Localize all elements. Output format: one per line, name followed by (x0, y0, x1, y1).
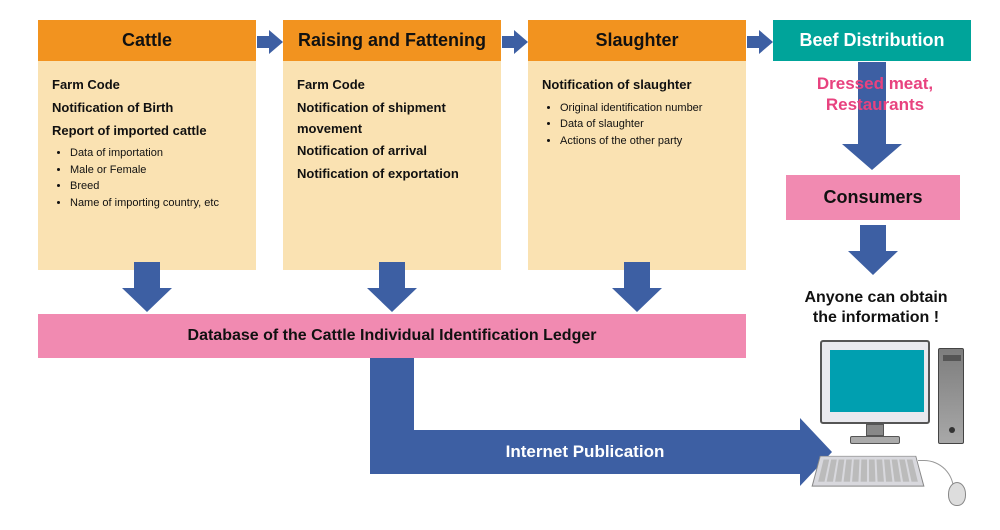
card-slaughter-header: Slaughter (528, 20, 746, 61)
card-distribution-header: Beef Distribution (773, 20, 971, 61)
cattle-item-0: Farm Code (52, 75, 242, 96)
cattle-sublist: Data of importation Male or Female Breed… (70, 145, 242, 211)
cattle-sub-0: Data of importation (70, 145, 242, 162)
slaughter-sublist: Original identification number Data of s… (560, 100, 732, 150)
cattle-sub-3: Name of importing country, etc (70, 195, 242, 212)
card-cattle-header: Cattle (38, 20, 256, 61)
consumers-box: Consumers (786, 175, 960, 220)
card-slaughter-body: Notification of slaughter Original ident… (528, 61, 746, 161)
arrow-raising-to-slaughter-icon (502, 30, 528, 54)
cattle-item-1: Notification of Birth (52, 98, 242, 119)
cattle-sub-1: Male or Female (70, 162, 242, 179)
internet-arrow-horiz-icon: Internet Publication (370, 430, 800, 474)
dressed-meat-label: Dressed meat, Restaurants (790, 73, 960, 116)
slaughter-item-0: Notification of slaughter (542, 75, 732, 96)
slaughter-sub-1: Data of slaughter (560, 116, 732, 133)
cattle-item-2: Report of imported cattle (52, 121, 242, 142)
arrow-cattle-down-icon (122, 262, 172, 312)
anyone-line2: the information ! (813, 309, 939, 326)
arrow-slaughter-to-distribution-icon (747, 30, 773, 54)
internet-arrow-vert-icon (370, 358, 414, 430)
card-raising-body: Farm Code Notification of shipment movem… (283, 61, 501, 197)
cattle-sub-2: Breed (70, 178, 242, 195)
card-slaughter: Slaughter Notification of slaughter Orig… (528, 20, 746, 270)
computer-icon (800, 340, 980, 520)
internet-publication-label: Internet Publication (506, 442, 665, 462)
raising-item-1: Notification of shipment movement (297, 98, 487, 140)
arrow-consumers-down-icon (848, 225, 898, 275)
card-cattle: Cattle Farm Code Notification of Birth R… (38, 20, 256, 270)
dressed-line2: Restaurants (826, 95, 924, 114)
anyone-label: Anyone can obtain the information ! (776, 288, 976, 328)
raising-item-2: Notification of arrival (297, 141, 487, 162)
slaughter-sub-2: Actions of the other party (560, 133, 732, 150)
raising-item-0: Farm Code (297, 75, 487, 96)
anyone-line1: Anyone can obtain (804, 289, 947, 306)
arrow-raising-down-icon (367, 262, 417, 312)
raising-item-3: Notification of exportation (297, 164, 487, 185)
card-raising-header: Raising and Fattening (283, 20, 501, 61)
slaughter-sub-0: Original identification number (560, 100, 732, 117)
arrow-slaughter-down-icon (612, 262, 662, 312)
dressed-line1: Dressed meat, (817, 74, 933, 93)
database-bar: Database of the Cattle Individual Identi… (38, 314, 746, 358)
arrow-cattle-to-raising-icon (257, 30, 283, 54)
card-raising: Raising and Fattening Farm Code Notifica… (283, 20, 501, 270)
card-cattle-body: Farm Code Notification of Birth Report o… (38, 61, 256, 223)
